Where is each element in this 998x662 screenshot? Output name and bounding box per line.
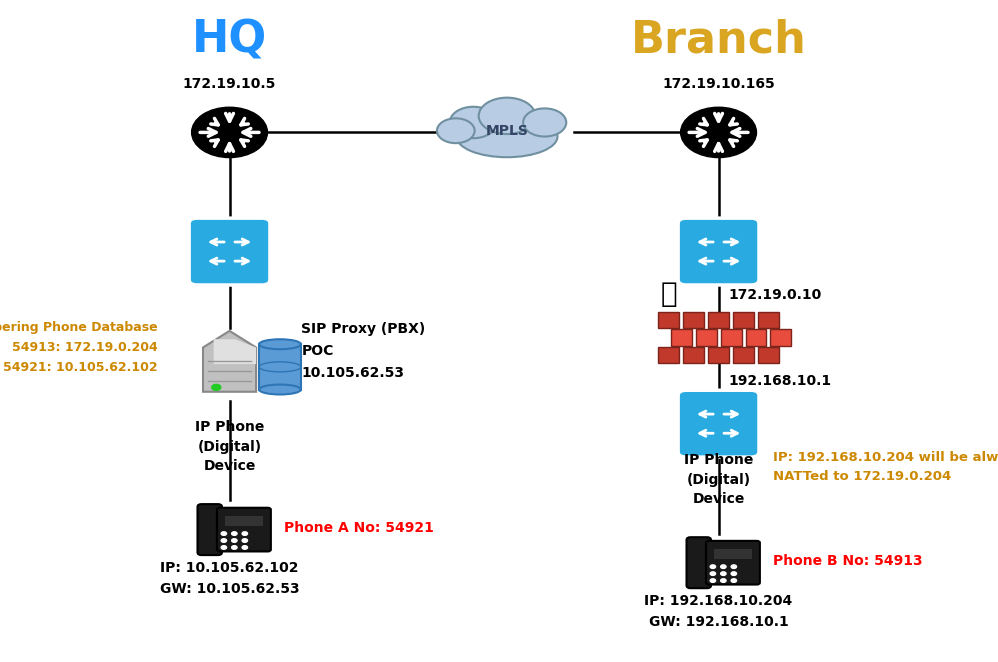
Text: MPLS: MPLS <box>486 124 528 138</box>
Text: 172.19.10.5: 172.19.10.5 <box>183 77 276 91</box>
FancyBboxPatch shape <box>658 312 679 328</box>
FancyBboxPatch shape <box>733 312 754 328</box>
FancyBboxPatch shape <box>708 312 729 328</box>
Text: IP Phone
(Digital)
Device: IP Phone (Digital) Device <box>684 453 753 506</box>
Ellipse shape <box>259 339 300 350</box>
Circle shape <box>711 579 716 583</box>
Ellipse shape <box>456 116 558 157</box>
FancyBboxPatch shape <box>671 330 692 346</box>
FancyBboxPatch shape <box>721 330 742 346</box>
Ellipse shape <box>259 385 300 395</box>
Ellipse shape <box>437 118 475 143</box>
Circle shape <box>681 107 756 158</box>
FancyBboxPatch shape <box>746 330 766 346</box>
Text: IP Phone
(Digital)
Device: IP Phone (Digital) Device <box>195 420 264 473</box>
FancyBboxPatch shape <box>190 218 269 285</box>
Circle shape <box>232 545 238 549</box>
Text: 192.168.10.1: 192.168.10.1 <box>729 373 831 388</box>
Circle shape <box>711 565 716 569</box>
Circle shape <box>732 579 737 583</box>
FancyBboxPatch shape <box>683 312 705 328</box>
FancyBboxPatch shape <box>678 218 758 285</box>
FancyBboxPatch shape <box>770 330 791 346</box>
Ellipse shape <box>479 97 535 134</box>
Circle shape <box>721 565 727 569</box>
FancyBboxPatch shape <box>678 391 758 457</box>
Ellipse shape <box>450 107 497 138</box>
Polygon shape <box>203 331 256 392</box>
FancyBboxPatch shape <box>696 330 717 346</box>
Text: SIP Proxy (PBX)
POC
10.105.62.53: SIP Proxy (PBX) POC 10.105.62.53 <box>301 322 425 379</box>
Circle shape <box>212 385 221 391</box>
Circle shape <box>243 539 248 542</box>
Circle shape <box>222 545 227 549</box>
Circle shape <box>711 572 716 575</box>
FancyBboxPatch shape <box>217 508 270 551</box>
Text: Phone A No: 54921: Phone A No: 54921 <box>284 521 434 536</box>
Text: Phone B No: 54913: Phone B No: 54913 <box>773 554 923 569</box>
FancyBboxPatch shape <box>658 347 679 363</box>
Circle shape <box>721 572 727 575</box>
FancyBboxPatch shape <box>714 549 752 559</box>
FancyBboxPatch shape <box>198 504 222 555</box>
Text: HQ: HQ <box>192 19 267 61</box>
FancyBboxPatch shape <box>758 312 778 328</box>
FancyBboxPatch shape <box>225 516 263 526</box>
Text: IP: 10.105.62.102
GW: 10.105.62.53: IP: 10.105.62.102 GW: 10.105.62.53 <box>160 561 299 596</box>
Circle shape <box>721 579 727 583</box>
Text: Numbering Phone Database
54913: 172.19.0.204
54921: 10.105.62.102: Numbering Phone Database 54913: 172.19.0… <box>0 321 158 374</box>
Circle shape <box>732 572 737 575</box>
Text: Branch: Branch <box>631 19 806 61</box>
Circle shape <box>232 532 238 536</box>
Text: IP: 192.168.10.204
GW: 192.168.10.1: IP: 192.168.10.204 GW: 192.168.10.1 <box>645 594 792 629</box>
Text: 🔥: 🔥 <box>661 280 678 308</box>
Ellipse shape <box>523 109 566 136</box>
FancyBboxPatch shape <box>758 347 778 363</box>
FancyBboxPatch shape <box>733 347 754 363</box>
FancyBboxPatch shape <box>687 538 711 589</box>
FancyBboxPatch shape <box>708 347 729 363</box>
Text: 172.19.0.10: 172.19.0.10 <box>729 287 821 302</box>
Circle shape <box>192 107 267 158</box>
Polygon shape <box>214 339 256 364</box>
Circle shape <box>732 565 737 569</box>
Circle shape <box>232 539 238 542</box>
Text: 172.19.10.165: 172.19.10.165 <box>663 77 774 91</box>
Circle shape <box>243 532 248 536</box>
Circle shape <box>243 545 248 549</box>
Circle shape <box>222 539 227 542</box>
Text: IP: 192.168.10.204 will be always
NATTed to 172.19.0.204: IP: 192.168.10.204 will be always NATTed… <box>773 451 998 483</box>
FancyBboxPatch shape <box>683 347 705 363</box>
Circle shape <box>222 532 227 536</box>
FancyBboxPatch shape <box>706 541 759 585</box>
FancyBboxPatch shape <box>259 344 300 389</box>
